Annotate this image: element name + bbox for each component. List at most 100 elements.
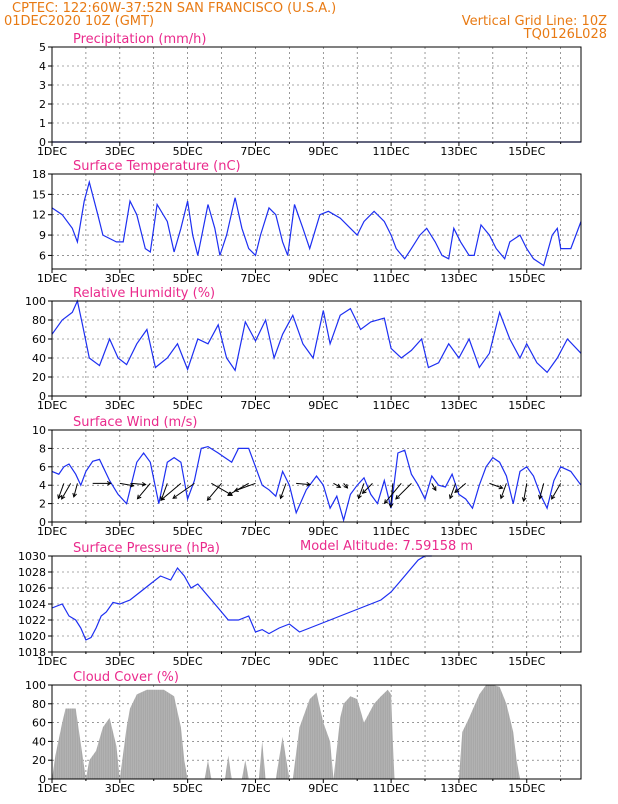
wind-arrow-shaft: [395, 483, 412, 500]
panel-pressure: 1018 1020 1022 1024 1026 1028 1030 1DEC 3DEC 5DEC…: [18, 541, 582, 668]
plot-frame: [51, 429, 582, 523]
x-tick-label: 9DEC: [308, 145, 338, 158]
wind-arrow-head: [448, 494, 454, 500]
x-tick-label: 9DEC: [308, 782, 338, 795]
wind-arrow: [296, 481, 312, 487]
wind-arrow-shaft: [500, 483, 507, 499]
plot-frame: [51, 46, 582, 143]
x-tick-label: 3DEC: [105, 782, 135, 795]
x-tick-label: 15DEC: [508, 655, 545, 668]
y-tick-label: 2: [39, 498, 46, 511]
wind-arrow-head: [454, 488, 460, 494]
y-tick-label: 80: [32, 698, 46, 711]
wind-arrow-shaft: [172, 482, 195, 499]
panel-temp: 6 9 12 15 18 1DEC 3DEC 5DEC 7DEC 9DEC 11DEC 13DEC 15…: [32, 159, 582, 285]
wind-arrow-head: [61, 494, 66, 500]
wind-arrow-head: [279, 494, 284, 500]
wind-arrow-head: [106, 481, 112, 486]
y-tick-label: 6: [39, 461, 46, 474]
series-line-temp: [51, 179, 582, 267]
wind-arrow: [136, 483, 151, 500]
wind-arrows: [57, 481, 562, 509]
series-line-rh: [51, 299, 582, 374]
wind-arrow: [454, 482, 467, 494]
wind-arrow-shaft: [207, 483, 222, 501]
series-line-pressure: [51, 555, 432, 641]
wind-arrow: [92, 481, 112, 486]
x-tick-label: 7DEC: [240, 525, 270, 538]
wind-arrow-shaft: [119, 482, 134, 487]
wind-arrow-head: [306, 481, 312, 487]
wind-arrow-shaft: [523, 483, 528, 502]
y-tick-label: 40: [32, 352, 46, 365]
wind-arrow-head: [141, 481, 147, 487]
wind-arrow: [131, 481, 147, 487]
wind-arrow-head: [551, 494, 556, 500]
y-tick-label: 0: [39, 516, 46, 529]
plot-frame: [51, 300, 582, 397]
x-tick-label: 11DEC: [373, 272, 410, 285]
panel-title: Precipitation (mm/h): [73, 32, 206, 47]
wind-arrow-head: [432, 486, 437, 492]
wind-arrow: [361, 483, 373, 494]
y-tick-label: 12: [32, 209, 46, 222]
x-tick-label: 5DEC: [173, 399, 203, 412]
x-tick-label: 15DEC: [508, 145, 545, 158]
wind-arrow-shaft: [551, 483, 562, 500]
panel-cloud: 0 20 40 60 80 100 1DEC 3DEC 5DEC 7DEC 9DEC 11DEC 13D…: [25, 670, 582, 795]
x-tick-label: 13DEC: [440, 782, 477, 795]
wind-arrow: [431, 483, 437, 492]
header-grid-line: Vertical Grid Line: 10Z: [462, 14, 607, 29]
y-tick-label: 10: [32, 424, 46, 437]
x-tick-label: 13DEC: [440, 655, 477, 668]
model-altitude: Model Altitude: 7.59158 m: [300, 539, 473, 554]
wind-arrow-head: [72, 492, 77, 498]
wind-arrow-shaft: [131, 482, 146, 486]
y-tick-label: 18: [32, 168, 46, 181]
wind-arrow: [206, 483, 222, 502]
y-tick-label: 5: [39, 41, 46, 54]
series-line-wind: [51, 445, 582, 523]
header-model-id: TQ0126L028: [523, 27, 607, 42]
wind-arrow-head: [388, 503, 394, 509]
y-tick-label: 1026: [18, 582, 46, 595]
wind-arrow: [233, 482, 256, 492]
wind-arrow-shaft: [362, 483, 373, 494]
plot-frame: [51, 555, 582, 653]
wind-arrow: [57, 483, 65, 500]
y-tick-label: 0: [39, 390, 46, 403]
x-tick-label: 1DEC: [37, 399, 67, 412]
x-tick-label: 11DEC: [373, 399, 410, 412]
panel-rh: 0 20 40 60 80 100 1DEC 3DEC 5DEC 7DEC 9DEC 11DEC 13D…: [25, 286, 582, 412]
wind-arrow-head: [383, 499, 389, 505]
x-tick-label: 5DEC: [173, 272, 203, 285]
x-tick-label: 9DEC: [308, 399, 338, 412]
wind-arrow: [61, 483, 72, 500]
wind-arrow-head: [226, 491, 232, 496]
wind-arrow-head: [336, 483, 342, 488]
wind-arrow: [395, 483, 412, 500]
y-tick-label: 1028: [18, 566, 46, 579]
x-tick-label: 1DEC: [37, 525, 67, 538]
x-tick-label: 3DEC: [105, 525, 135, 538]
wind-arrow-shaft: [280, 483, 287, 499]
x-tick-label: 13DEC: [440, 272, 477, 285]
y-tick-label: 60: [32, 333, 46, 346]
x-tick-label: 15DEC: [508, 272, 545, 285]
wind-arrow-shaft: [333, 482, 341, 488]
y-tick-label: 20: [32, 754, 46, 767]
wind-arrow: [172, 482, 195, 499]
x-tick-label: 3DEC: [105, 145, 135, 158]
wind-arrow-shaft: [160, 482, 182, 501]
x-tick-label: 3DEC: [105, 655, 135, 668]
y-tick-label: 1022: [18, 614, 46, 627]
x-tick-label: 1DEC: [37, 782, 67, 795]
wind-arrow: [343, 483, 349, 489]
x-tick-label: 5DEC: [173, 782, 203, 795]
y-tick-label: 1030: [18, 550, 46, 563]
y-tick-label: 0: [39, 136, 46, 149]
x-tick-label: 11DEC: [373, 655, 410, 668]
wind-arrow-head: [160, 496, 165, 501]
